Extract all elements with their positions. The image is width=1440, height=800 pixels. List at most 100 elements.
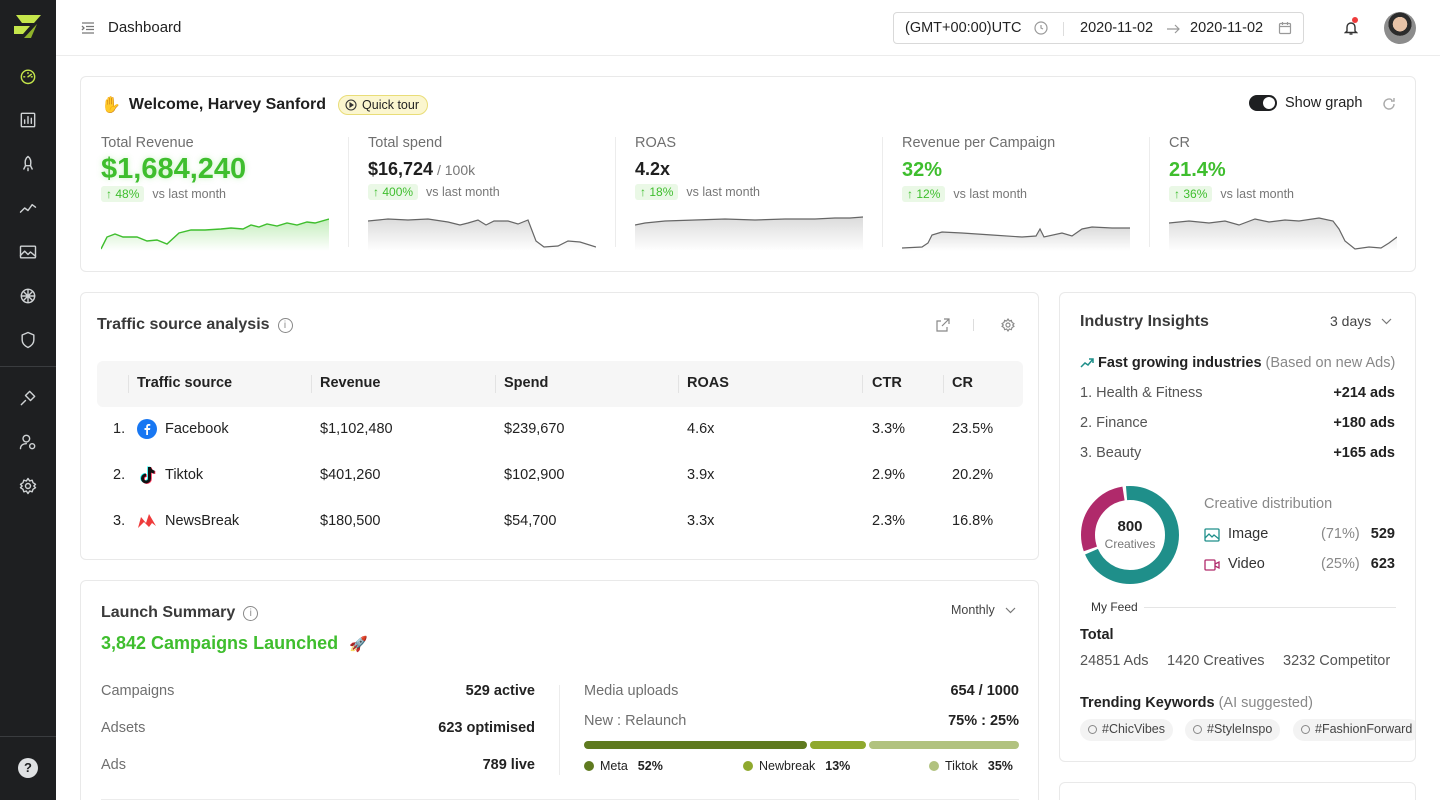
source-name: Tiktok bbox=[165, 467, 204, 483]
traffic-source-card: Traffic source analysis i Traffic source … bbox=[80, 292, 1039, 560]
media-value: 654 / 1000 bbox=[950, 683, 1019, 699]
quick-tour-button[interactable]: Quick tour bbox=[338, 95, 428, 115]
date-to[interactable]: 2020-11-02 bbox=[1190, 20, 1264, 36]
spend-cell: $102,900 bbox=[504, 467, 565, 483]
keyword-chip[interactable]: #StyleInspo bbox=[1185, 719, 1281, 741]
brand-logo[interactable] bbox=[12, 12, 44, 42]
stat-label: Campaigns bbox=[101, 683, 175, 699]
ctr-cell: 3.3% bbox=[872, 421, 906, 437]
donut-center: 800 Creatives bbox=[1079, 518, 1181, 551]
roas-cell: 3.9x bbox=[687, 467, 715, 483]
range-select[interactable]: 3 days bbox=[1330, 313, 1392, 329]
menu-collapse-icon[interactable] bbox=[80, 20, 96, 36]
ratio-label: New : Relaunch bbox=[584, 713, 687, 729]
source-name: Facebook bbox=[165, 421, 229, 437]
info-icon[interactable]: i bbox=[243, 605, 259, 621]
rocket-icon: 🚀 bbox=[349, 636, 368, 653]
total-creatives: 1420 Creatives bbox=[1167, 653, 1265, 669]
image-icon bbox=[1204, 528, 1220, 542]
user-avatar[interactable] bbox=[1384, 12, 1416, 44]
table-header: Traffic source Revenue Spend ROAS CTR CR bbox=[97, 361, 1023, 407]
dashboard-gauge-icon[interactable] bbox=[16, 64, 40, 88]
calendar-icon bbox=[1278, 22, 1292, 35]
industry-value: +214 ads bbox=[1333, 385, 1395, 401]
column-header[interactable]: Spend bbox=[504, 375, 549, 391]
date-from[interactable]: 2020-11-02 bbox=[1080, 20, 1154, 36]
export-icon[interactable] bbox=[936, 318, 950, 332]
cr-cell: 23.5% bbox=[952, 421, 994, 437]
user-settings-icon[interactable] bbox=[16, 430, 40, 454]
video-icon bbox=[1204, 559, 1220, 571]
welcome-header: ✋ Welcome, Harvey Sanford Quick tour bbox=[101, 95, 428, 115]
distribution-name: Image bbox=[1228, 526, 1269, 542]
column-header[interactable]: Traffic source bbox=[137, 375, 233, 391]
delta-compare: vs last month bbox=[953, 187, 1028, 201]
table-row[interactable]: 2. Tiktok $401,260 $102,900 3.9x 2.9% 20… bbox=[97, 453, 1023, 499]
creatives-image-icon[interactable] bbox=[16, 240, 40, 264]
sidebar: ? bbox=[0, 0, 56, 800]
spend-sparkline bbox=[368, 218, 596, 251]
legend-label: Tiktok bbox=[945, 759, 978, 773]
column-header[interactable]: CTR bbox=[872, 375, 902, 391]
feed-label: My Feed bbox=[1091, 600, 1144, 614]
kpi-divider bbox=[1149, 137, 1150, 247]
keywords-header: Trending Keywords (AI suggested) bbox=[1080, 695, 1313, 711]
date-range-picker[interactable]: (GMT+00:00)UTC 2020-11-02 2020-11-02 bbox=[893, 12, 1304, 44]
column-header[interactable]: Revenue bbox=[320, 375, 381, 391]
media-label: Media uploads bbox=[584, 683, 679, 699]
datebox-divider bbox=[1063, 22, 1064, 36]
ai-brain-icon[interactable] bbox=[16, 284, 40, 308]
facebook-icon bbox=[137, 419, 157, 439]
kpi-divider bbox=[882, 137, 883, 247]
roas-sparkline bbox=[635, 216, 863, 251]
revenue-sparkline bbox=[101, 218, 329, 251]
notification-bell-icon[interactable] bbox=[1344, 20, 1358, 36]
analytics-trend-icon[interactable] bbox=[16, 196, 40, 220]
period-select[interactable]: Monthly bbox=[951, 603, 1016, 617]
spend-cell: $54,700 bbox=[504, 513, 557, 529]
legend-label: Newbreak bbox=[759, 759, 816, 773]
creatives-donut bbox=[1081, 486, 1179, 584]
launch-rocket-icon[interactable] bbox=[16, 152, 40, 176]
industry-name: 3. Beauty bbox=[1080, 445, 1142, 461]
toggle-switch[interactable] bbox=[1249, 95, 1277, 111]
legend-tiktok: Tiktok 35% bbox=[929, 759, 1013, 773]
show-graph-toggle[interactable]: Show graph bbox=[1249, 95, 1362, 111]
reports-chart-icon[interactable] bbox=[16, 108, 40, 132]
sidebar-bottom-divider bbox=[0, 736, 56, 737]
roas-cell: 3.3x bbox=[687, 513, 715, 529]
section-divider bbox=[559, 685, 560, 775]
row-index: 3. bbox=[113, 513, 126, 529]
table-row[interactable]: 1. Facebook $1,102,480 $239,670 4.6x 3.3… bbox=[97, 407, 1023, 453]
distribution-name: Video bbox=[1228, 556, 1265, 572]
industry-value: +165 ads bbox=[1333, 445, 1395, 461]
info-icon[interactable]: i bbox=[277, 317, 293, 333]
secondary-card bbox=[1059, 782, 1416, 800]
settings-gear-icon[interactable] bbox=[16, 474, 40, 498]
integrations-plug-icon[interactable] bbox=[16, 386, 40, 410]
kpi-divider bbox=[348, 137, 349, 247]
ctr-cell: 2.9% bbox=[872, 467, 906, 483]
table-row[interactable]: 3. NewsBreak $180,500 $54,700 3.3x 2.3% … bbox=[97, 499, 1023, 545]
split-segment-meta bbox=[584, 741, 808, 749]
revenue-cell: $180,500 bbox=[320, 513, 381, 529]
timezone-select[interactable]: (GMT+00:00)UTC bbox=[905, 20, 1022, 36]
keyword-chip[interactable]: #FashionForward bbox=[1293, 719, 1415, 741]
keyword-chip[interactable]: #ChicVibes bbox=[1080, 719, 1174, 741]
security-shield-icon[interactable] bbox=[16, 328, 40, 352]
insights-title: Industry Insights bbox=[1080, 313, 1209, 330]
legend-dot bbox=[584, 761, 594, 771]
column-header[interactable]: ROAS bbox=[687, 375, 729, 391]
donut-slice-image bbox=[1081, 486, 1179, 584]
ratio-value: 75% : 25% bbox=[948, 713, 1019, 729]
refresh-icon[interactable] bbox=[1381, 96, 1397, 112]
column-divider bbox=[862, 375, 863, 393]
distribution-pct: (25%) bbox=[1321, 556, 1360, 572]
column-divider bbox=[678, 375, 679, 393]
revenue-cell: $1,102,480 bbox=[320, 421, 393, 437]
chevron-down-icon bbox=[1005, 607, 1016, 613]
help-icon[interactable]: ? bbox=[18, 758, 38, 778]
kpi-cr: CR 21.4% ↑ 36% vs last month bbox=[1169, 135, 1397, 251]
settings-gear-icon[interactable] bbox=[1000, 317, 1016, 333]
column-header[interactable]: CR bbox=[952, 375, 973, 391]
